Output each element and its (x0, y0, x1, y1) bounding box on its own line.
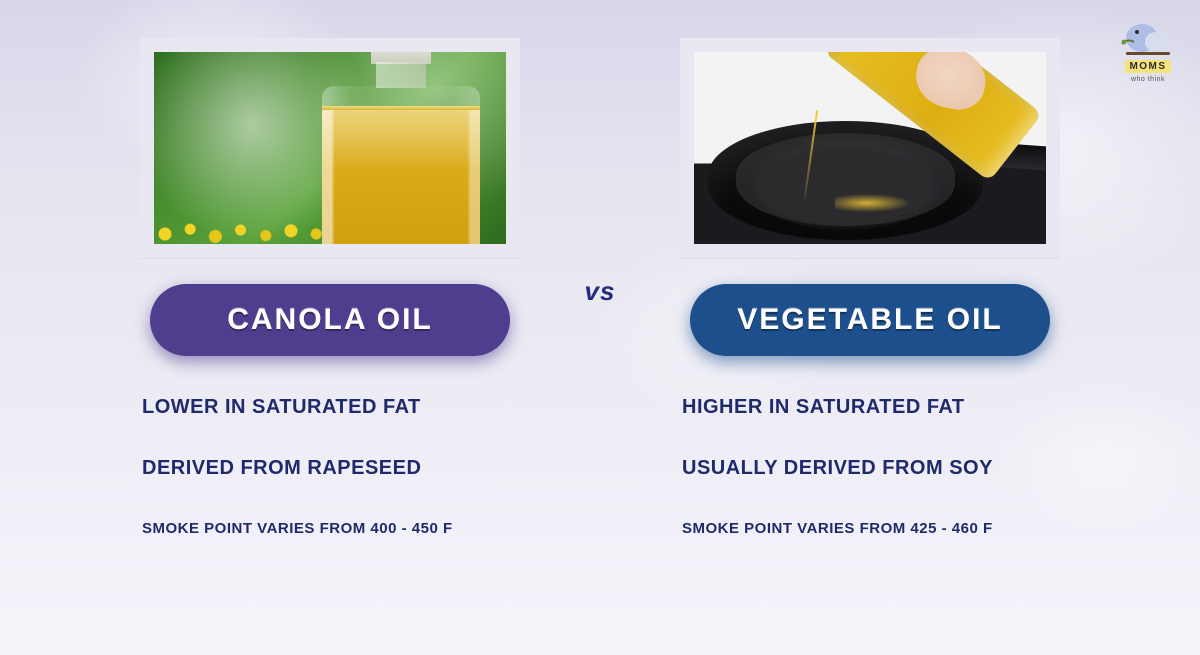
right-image-frame (680, 38, 1060, 258)
right-title-text: VEGETABLE OIL (737, 303, 1002, 337)
right-fact-2: USUALLY DERIVED FROM SOY (682, 457, 1062, 480)
left-image-frame (140, 38, 520, 258)
vegetable-oil-image (694, 52, 1046, 244)
left-column: CANOLA OIL LOWER IN SATURATED FAT DERIVE… (100, 38, 560, 655)
canola-oil-image (154, 52, 506, 244)
vs-label: vs (585, 276, 616, 307)
left-fact-1: LOWER IN SATURATED FAT (142, 396, 522, 419)
left-title-pill: CANOLA OIL (150, 284, 510, 356)
center-gap (560, 38, 640, 655)
left-fact-3: SMOKE POINT VARIES FROM 400 - 450 F (142, 518, 502, 541)
right-facts: HIGHER IN SATURATED FAT USUALLY DERIVED … (668, 396, 1072, 541)
left-fact-2: DERIVED FROM RAPESEED (142, 457, 522, 480)
right-fact-1: HIGHER IN SATURATED FAT (682, 396, 1062, 419)
right-column: VEGETABLE OIL HIGHER IN SATURATED FAT US… (640, 38, 1100, 655)
comparison-columns: CANOLA OIL LOWER IN SATURATED FAT DERIVE… (0, 38, 1200, 655)
right-title-pill: VEGETABLE OIL (690, 284, 1050, 356)
left-facts: LOWER IN SATURATED FAT DERIVED FROM RAPE… (128, 396, 532, 541)
left-title-text: CANOLA OIL (227, 303, 433, 337)
right-fact-3: SMOKE POINT VARIES FROM 425 - 460 F (682, 518, 1042, 541)
